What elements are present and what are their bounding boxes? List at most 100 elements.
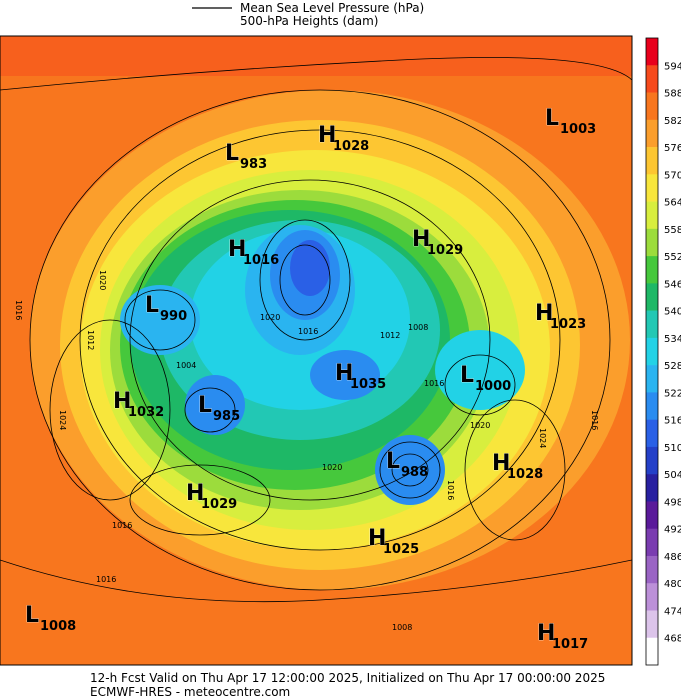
center-letter: L: [460, 363, 474, 388]
contour-label: 1020: [98, 270, 107, 290]
colorbar-tick-label: 474: [664, 606, 681, 617]
contour-label: 1016: [590, 410, 599, 430]
center-letter: L: [25, 603, 39, 628]
contour-label: 1012: [86, 330, 95, 350]
colorbar-swatch: [646, 501, 658, 529]
footer-source: ECMWF-HRES - meteocentre.com: [90, 685, 290, 699]
colorbar-tick-label: 534: [664, 334, 681, 345]
colorbar-swatch: [646, 446, 658, 475]
center-pressure: 985: [213, 409, 240, 424]
center-pressure: 990: [160, 309, 187, 324]
center-pressure: 1025: [383, 542, 419, 557]
colorbar-tick-label: 570: [664, 170, 681, 181]
center-pressure: 1008: [40, 619, 76, 634]
center-letter: H: [186, 481, 204, 506]
colorbar-swatch: [646, 528, 658, 557]
colorbar-tick-label: 522: [664, 388, 681, 399]
center-letter: H: [537, 621, 555, 646]
colorbar-tick-label: 576: [664, 143, 681, 154]
center-letter: L: [198, 393, 212, 418]
colorbar-tick-label: 504: [664, 470, 681, 481]
colorbar-tick-label: 486: [664, 552, 681, 563]
center-pressure: 1029: [427, 243, 463, 258]
colorbar-swatch: [646, 283, 658, 311]
colorbar-swatch: [646, 474, 658, 502]
colorbar-swatch: [646, 365, 658, 393]
center-letter: H: [492, 451, 510, 476]
contour-label: 1016: [424, 379, 444, 388]
legend-mslp: Mean Sea Level Pressure (hPa): [240, 1, 424, 15]
contour-label: 1008: [392, 623, 412, 632]
colorbar-swatch: [646, 337, 658, 366]
colorbar-swatch: [646, 419, 658, 448]
colorbar-swatch: [646, 637, 658, 666]
colorbar-swatch: [646, 147, 658, 175]
legend-heights: 500-hPa Heights (dam): [240, 14, 378, 28]
center-pressure: 1023: [550, 317, 586, 332]
colorbar-swatch: [646, 256, 658, 284]
colorbar-tick-label: 564: [664, 198, 681, 209]
contour-label: 1016: [298, 327, 318, 336]
center-pressure: 983: [240, 157, 267, 172]
center-letter: L: [545, 106, 559, 131]
colorbar-tick-label: 516: [664, 416, 681, 427]
colorbar-swatch: [646, 555, 658, 584]
colorbar-tick-label: 480: [664, 579, 681, 590]
center-pressure: 1003: [560, 122, 596, 137]
contour-label: 1016: [96, 575, 116, 584]
colorbar-swatch: [646, 392, 658, 420]
contour-label: 1016: [112, 521, 132, 530]
colorbar-tick-label: 582: [664, 116, 681, 127]
colorbar-swatch: [646, 310, 658, 339]
center-letter: L: [145, 293, 159, 318]
colorbar-tick-label: 492: [664, 525, 681, 536]
center-letter: H: [412, 227, 430, 252]
center-letter: L: [225, 141, 239, 166]
contour-label: 1024: [58, 410, 67, 430]
center-pressure: 1032: [128, 405, 164, 420]
colorbar-swatch: [646, 610, 658, 639]
colorbar-swatch: [646, 38, 658, 66]
colorbar-swatch: [646, 228, 658, 257]
colorbar-swatch: [646, 174, 658, 202]
colorbar-tick-label: 468: [664, 634, 681, 645]
center-pressure: 1016: [243, 253, 279, 268]
center-letter: H: [535, 301, 553, 326]
colorbar-tick-label: 588: [664, 89, 681, 100]
colorbar-swatch: [646, 201, 658, 230]
center-pressure: 1028: [507, 467, 543, 482]
center-pressure: 1000: [475, 379, 511, 394]
contour-label: 1012: [380, 331, 400, 340]
colorbar: 594 588 582 576 570 564 558 552 546 540 534 528 522 5…: [645, 37, 681, 666]
center-letter: H: [335, 361, 353, 386]
contour-label: 1020: [470, 421, 490, 430]
center-pressure: 988: [401, 465, 428, 480]
footer-valid: 12-h Fcst Valid on Thu Apr 17 12:00:00 2…: [90, 671, 605, 685]
center-letter: L: [386, 449, 400, 474]
colorbar-swatch: [646, 583, 658, 611]
center-pressure: 1028: [333, 139, 369, 154]
center-pressure: 1035: [350, 377, 386, 392]
contour-label: 1020: [260, 313, 280, 322]
colorbar-tick-label: 510: [664, 443, 681, 454]
center-letter: H: [228, 237, 246, 262]
colorbar-tick-label: 498: [664, 497, 681, 508]
colorbar-frame: [645, 37, 659, 666]
center-letter: H: [113, 389, 131, 414]
contour-label: 1020: [322, 463, 342, 472]
colorbar-tick-label: 552: [664, 252, 681, 263]
colorbar-tick-label: 546: [664, 279, 681, 290]
colorbar-swatch: [646, 119, 658, 148]
contour-label: 1016: [446, 480, 455, 500]
colorbar-swatch: [646, 65, 658, 93]
contour-label: 1024: [538, 428, 547, 448]
contour-label: 1008: [408, 323, 428, 332]
center-letter: H: [318, 123, 336, 148]
colorbar-tick-label: 528: [664, 361, 681, 372]
colorbar-tick-label: 594: [664, 61, 681, 72]
center-pressure: 1029: [201, 497, 237, 512]
colorbar-tick-label: 558: [664, 225, 681, 236]
colorbar-tick-label: 540: [664, 307, 681, 318]
